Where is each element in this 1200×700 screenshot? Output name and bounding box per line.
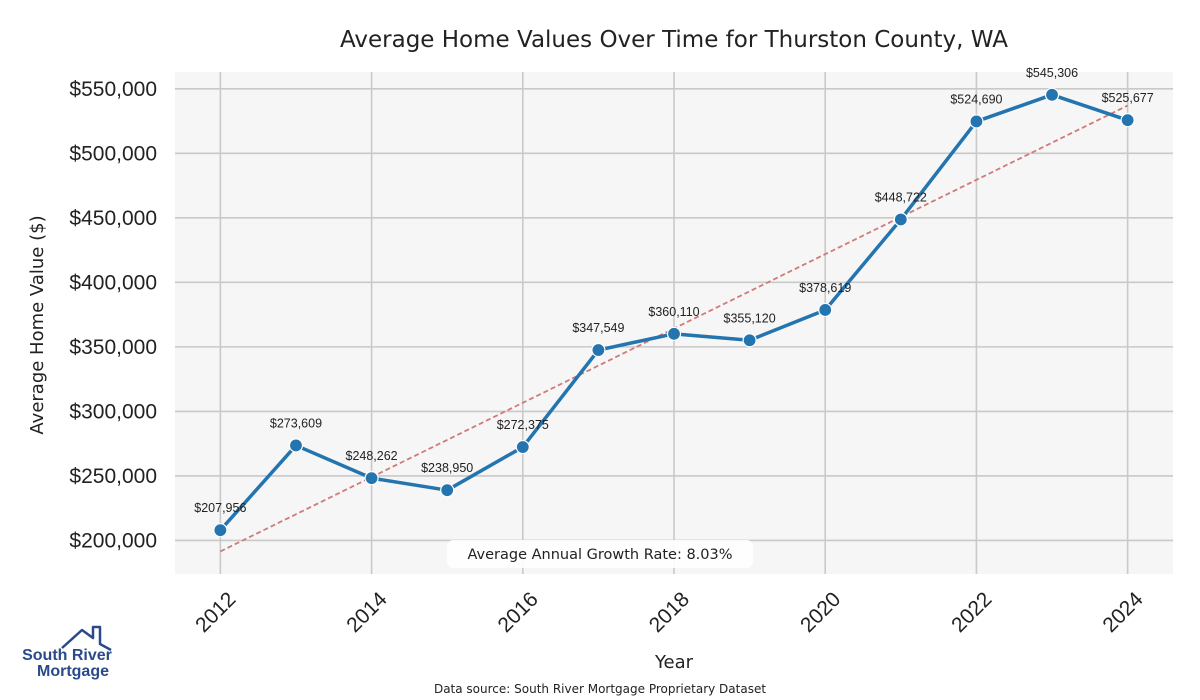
data-label: $238,950	[421, 461, 473, 475]
logo-line1: South River	[22, 647, 112, 664]
y-tick-label: $500,000	[69, 142, 157, 165]
x-tick-label: 2018	[645, 588, 694, 637]
data-label: $545,306	[1026, 66, 1078, 80]
data-point	[515, 439, 530, 455]
x-tick-label: 2020	[796, 588, 845, 637]
x-tick-label: 2022	[947, 588, 996, 637]
growth-annotation-text: Average Annual Growth Rate: 8.03%	[467, 547, 732, 563]
data-label: $272,375	[497, 418, 549, 432]
growth-annotation-box	[447, 540, 753, 568]
data-point	[893, 212, 908, 227]
logo-line2: Mortgage	[37, 663, 109, 680]
chart-title: Average Home Values Over Time for Thurst…	[340, 27, 1008, 53]
data-label: $378,619	[799, 281, 851, 295]
x-tick-label: 2016	[494, 588, 543, 637]
data-point	[288, 438, 304, 453]
data-point	[818, 302, 833, 318]
x-tick-label: 2012	[191, 588, 240, 637]
data-label: $347,549	[572, 321, 624, 335]
x-tick-label: 2014	[342, 588, 392, 638]
grid	[175, 72, 1173, 574]
source-note: Data source: South River Mortgage Propri…	[434, 682, 766, 696]
data-label: $448,722	[875, 190, 927, 204]
y-tick-label: $250,000	[69, 465, 157, 488]
data-point	[440, 483, 455, 498]
y-axis-label: Average Home Value ($)	[27, 215, 48, 434]
growth-annotation: Average Annual Growth Rate: 8.03%	[447, 540, 753, 568]
data-label: $207,956	[194, 501, 246, 515]
x-axis-label: Year	[654, 652, 694, 673]
data-label: $355,120	[724, 311, 776, 325]
data-point	[1120, 113, 1135, 128]
data-label: $360,110	[648, 305, 699, 319]
house-icon	[61, 625, 112, 652]
y-tick-label: $450,000	[69, 207, 157, 230]
data-point	[213, 523, 228, 538]
data-label: $524,690	[950, 92, 1002, 106]
y-tick-label: $550,000	[69, 78, 157, 101]
data-label: $273,609	[270, 416, 322, 430]
data-label: $525,677	[1102, 91, 1154, 105]
data-point	[591, 342, 606, 358]
y-tick-label: $300,000	[69, 400, 157, 423]
data-label: $248,262	[346, 449, 398, 463]
x-tick-label: 2024	[1098, 588, 1148, 638]
data-point	[364, 471, 379, 486]
y-tick-label: $350,000	[69, 336, 157, 359]
data-label-layer: $207,956 $273,609 $248,262 $238,950 $272,375…	[194, 66, 1153, 515]
y-tick-label: $200,000	[69, 529, 157, 552]
data-point	[666, 326, 682, 341]
y-tick-label: $400,000	[69, 271, 157, 294]
data-point	[969, 114, 984, 129]
data-point	[1044, 87, 1060, 102]
series-layer	[213, 87, 1135, 538]
logo: South River Mortgage	[22, 625, 112, 680]
data-point	[742, 333, 757, 348]
